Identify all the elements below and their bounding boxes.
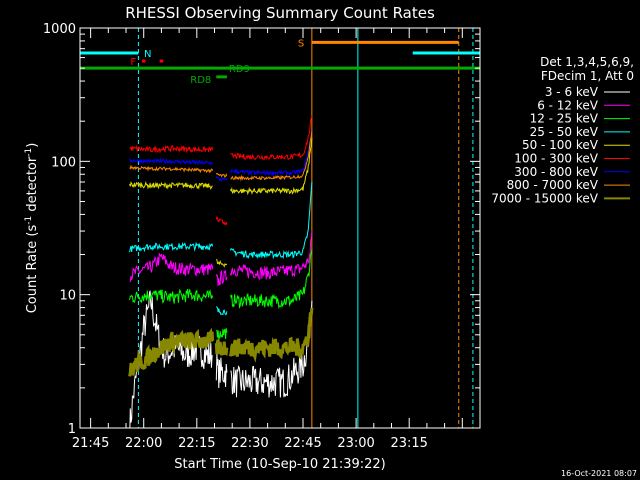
series-line (216, 328, 228, 340)
x-tick-label: 23:00 (337, 436, 374, 451)
plot-area (80, 28, 480, 428)
flag-label-n: N (144, 49, 151, 60)
series-line (229, 137, 313, 196)
series-line (230, 115, 313, 161)
series-line (230, 130, 313, 182)
series-line (229, 231, 313, 281)
flag-label-s: S (298, 38, 304, 49)
series-line (215, 353, 228, 389)
x-tick-label: 22:15 (178, 436, 215, 451)
series-line (229, 181, 313, 260)
legend-item-label: 7000 - 15000 keV (491, 191, 598, 205)
y-axis-label-sup2: -1 (24, 148, 34, 157)
legend-item-label: 100 - 300 keV (514, 152, 598, 166)
x-tick-label: 22:30 (231, 436, 268, 451)
series-8 (128, 307, 314, 377)
series-line (215, 258, 228, 268)
series-3 (129, 181, 313, 316)
series-line (230, 300, 313, 398)
axes: NF S RD9 RD8 1 10 100 1000 21:45 22:00 22:15 22:30 2… (43, 22, 481, 451)
x-tick-label: 22:45 (284, 436, 321, 451)
legend-item-label: 12 - 25 keV (530, 112, 599, 126)
plot-frame (79, 27, 481, 429)
series-line (215, 269, 228, 286)
series-line (215, 216, 228, 226)
series-5 (129, 115, 313, 226)
legend-item-label: 50 - 100 keV (522, 138, 599, 152)
flag-label-rd9: RD9 (229, 64, 250, 75)
legend-header-line-1: Det 1,3,4,5,6,9, (540, 55, 634, 69)
y-axis-label-end: ) (25, 143, 40, 148)
x-axis-label: Start Time (10-Sep-10 21:39:22) (174, 457, 385, 472)
series-line (229, 130, 313, 177)
series-line (129, 144, 214, 154)
legend-item-label: 25 - 50 keV (530, 125, 599, 139)
x-tick-label: 21:45 (72, 436, 109, 451)
x-tick-label: 22:00 (125, 436, 162, 451)
y-axis-label: Count Rate (s-1 detector-1) (24, 143, 40, 314)
series-line (215, 172, 228, 178)
series-line (128, 327, 215, 377)
series-6 (129, 130, 313, 182)
series-4 (129, 137, 313, 268)
series-line (129, 241, 214, 253)
series-line (215, 306, 228, 316)
legend: Det 1,3,4,5,6,9, FDecim 1, Att 0 3 - 6 k… (491, 55, 634, 205)
legend-item-label: 3 - 6 keV (545, 85, 599, 99)
series-line (129, 288, 214, 304)
series-2 (129, 248, 313, 340)
legend-item-label: 300 - 800 keV (514, 165, 598, 179)
y-axis-label-mid: detector (25, 156, 40, 216)
series-line (129, 157, 214, 166)
series-line (229, 248, 313, 310)
y-tick-label: 100 (51, 155, 76, 170)
series-line (129, 180, 213, 190)
chart-title: RHESSI Observing Summary Count Rates (125, 4, 435, 22)
flag-label-rd8: RD8 (190, 75, 211, 86)
y-tick-label: 10 (59, 289, 76, 304)
y-tick-label: 1000 (43, 22, 76, 37)
footer-timestamp: 16-Oct-2021 08:07 (561, 469, 637, 478)
series-line (129, 164, 214, 174)
y-tick-label: 1 (68, 422, 76, 437)
y-axis-label-main: Count Rate (s (25, 225, 40, 314)
y-axis-label-sup: -1 (24, 216, 34, 225)
legend-header-line-2: FDecim 1, Att 0 (541, 69, 634, 83)
series-line (228, 307, 314, 363)
legend-item-label: 800 - 7000 keV (507, 178, 599, 192)
series-1 (129, 231, 313, 286)
series-line (215, 175, 228, 182)
legend-item-label: 6 - 12 keV (537, 98, 599, 112)
flag-label-f: F (130, 57, 136, 68)
series-7 (129, 130, 313, 182)
x-tick-label: 23:15 (390, 436, 427, 451)
series-line (129, 252, 214, 283)
series-line (214, 339, 229, 356)
